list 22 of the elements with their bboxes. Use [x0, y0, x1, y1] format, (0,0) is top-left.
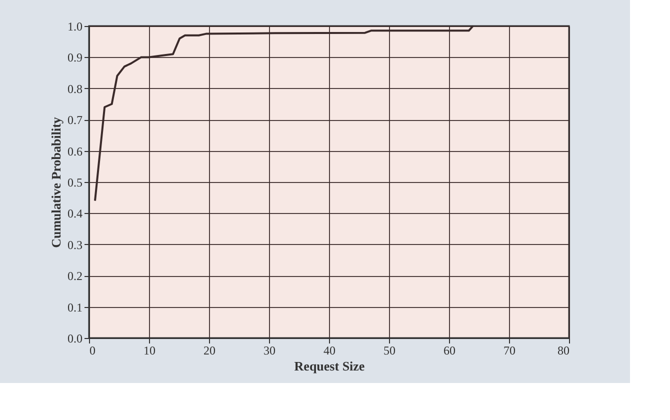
y-tick-label: 1.0	[68, 20, 82, 34]
x-tick-label: 60	[444, 344, 456, 358]
x-tick-label: 70	[504, 344, 516, 358]
y-tick-label: 0.2	[68, 269, 82, 284]
x-axis-title: Request Size	[294, 358, 365, 374]
y-tick-label: 0.5	[68, 176, 82, 190]
y-tick-label: 0.0	[68, 332, 82, 346]
y-tick-label: 0.1	[68, 300, 82, 314]
x-tick-label: 30	[264, 344, 276, 358]
y-axis-title: Cumulative Probability	[48, 116, 64, 248]
x-tick-label: 0	[90, 344, 96, 358]
x-tick-label: 80	[558, 344, 570, 358]
x-tick-label: 50	[384, 344, 396, 358]
y-tick-label: 0.8	[68, 82, 82, 96]
y-tick-label: 0.6	[68, 144, 82, 158]
x-tick-label: 20	[204, 344, 216, 358]
x-tick-label: 10	[144, 344, 156, 358]
y-tick-label: 0.3	[68, 238, 82, 252]
y-tick-label: 0.4	[68, 206, 82, 221]
y-tick-label: 0.9	[68, 50, 82, 65]
x-tick-label: 40	[324, 344, 336, 358]
y-tick-label: 0.7	[68, 113, 82, 128]
